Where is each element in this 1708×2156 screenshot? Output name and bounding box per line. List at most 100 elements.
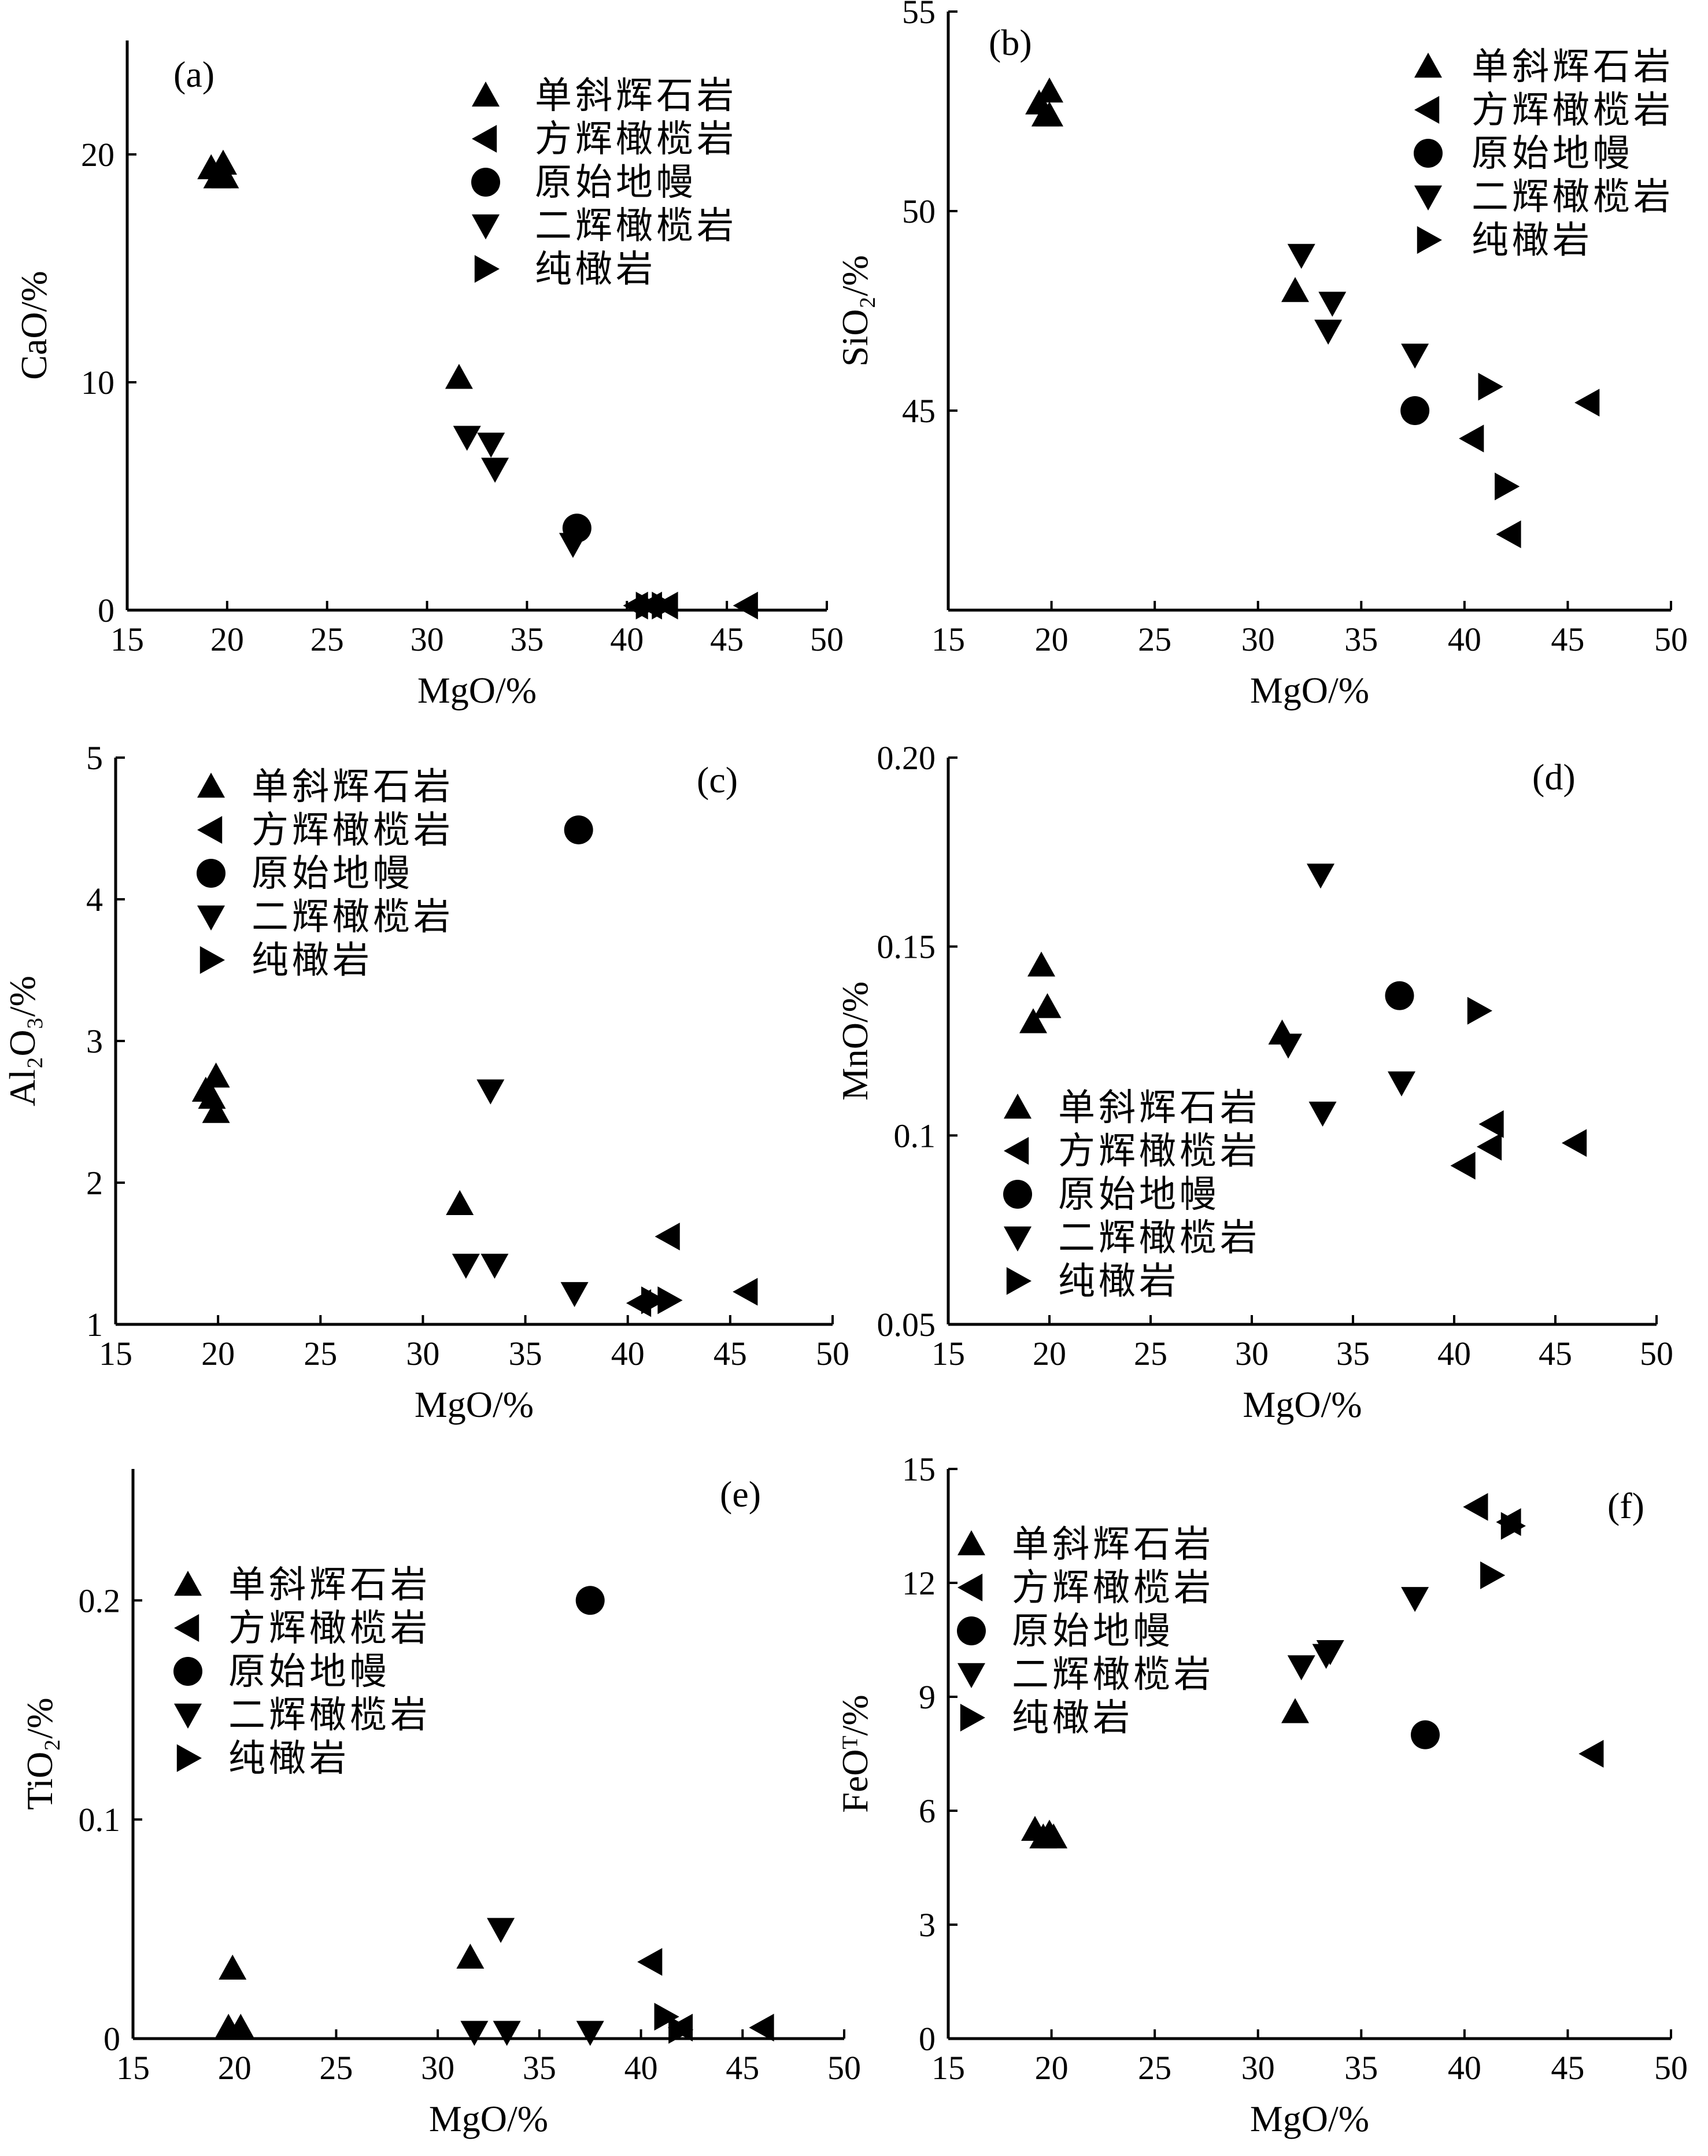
x-tick-label: 35 — [1344, 2049, 1378, 2087]
data-point — [227, 2014, 255, 2039]
legend-label: 纯橄岩 — [1012, 1697, 1133, 1740]
legend-marker — [957, 1574, 983, 1601]
x-tick-label: 45 — [713, 1335, 747, 1372]
panel-label: (b) — [989, 22, 1032, 63]
data-point — [1496, 520, 1521, 548]
data-point — [560, 1282, 589, 1308]
data-series — [453, 426, 587, 558]
data-point — [1388, 1071, 1415, 1097]
panel-a: 15 20 25 30 35 40 45 50 0 10 20 MgO/% CaO/% (a) 单斜辉石岩方… — [13, 40, 844, 711]
data-series — [654, 2003, 694, 2044]
y-axis-title: MnO/% — [834, 981, 875, 1101]
data-series — [635, 592, 677, 620]
legend-label: 二辉橄榄岩 — [252, 896, 454, 939]
legend-label: 二辉橄榄岩 — [228, 1694, 431, 1737]
legend-marker — [1414, 53, 1442, 78]
panel-c: 15 20 25 30 35 40 45 5012345MgO/%Al₂O₃/%(c)单斜辉石… — [2, 739, 849, 1425]
data-point — [1459, 424, 1484, 453]
x-axis-title: MgO/% — [1250, 670, 1369, 711]
x-tick-label: 45 — [726, 2049, 759, 2087]
x-tick-label: 25 — [319, 2049, 353, 2087]
data-point — [452, 1253, 480, 1279]
data-point — [641, 1286, 667, 1315]
data-series — [1287, 1587, 1429, 1681]
legend-marker — [472, 125, 497, 153]
legend-label: 单斜辉石岩 — [228, 1564, 431, 1607]
x-tick-label: 25 — [1138, 2049, 1171, 2087]
y-axis-title: SiO₂/% — [834, 255, 875, 367]
data-point — [487, 1918, 515, 1943]
data-point — [202, 1062, 230, 1088]
legend-label: 方辉橄榄岩 — [1012, 1567, 1214, 1609]
y-tick-label: 12 — [902, 1564, 936, 1602]
legend-marker — [197, 905, 225, 931]
panel-label: (e) — [720, 1474, 761, 1515]
legend-marker — [1003, 1180, 1032, 1209]
legend-label: 二辉橄榄岩 — [1012, 1653, 1214, 1696]
legend-marker — [174, 1571, 202, 1596]
panel-f: 15 20 25 30 35 40 45 50 0 3 6 9 12 15 MgO/% FeOᵀ/% (f) 单斜… — [834, 1450, 1688, 2139]
y-tick-label: 0 — [103, 2020, 120, 2058]
x-tick-label: 15 — [99, 1335, 132, 1372]
x-tick-label: 20 — [1035, 2049, 1069, 2087]
data-point — [654, 2003, 679, 2031]
y-axis-title: CaO/% — [13, 271, 54, 379]
data-point — [1480, 1561, 1506, 1589]
data-point — [1287, 1655, 1315, 1681]
data-series — [191, 1062, 474, 1215]
data-point — [668, 2015, 694, 2044]
data-series — [1450, 1110, 1587, 1180]
y-tick-label: 50 — [902, 193, 936, 230]
x-tick-label: 40 — [1448, 2049, 1481, 2087]
legend-label: 方辉橄榄岩 — [535, 118, 737, 161]
x-tick-label: 20 — [210, 621, 244, 658]
data-point — [1401, 1587, 1429, 1612]
y-tick-label: 5 — [86, 739, 103, 777]
x-tick-label: 50 — [816, 1335, 849, 1372]
panel-label: (c) — [697, 759, 738, 800]
legend-label: 方辉橄榄岩 — [1472, 89, 1674, 132]
x-tick-label: 35 — [510, 621, 544, 658]
data-series — [215, 1943, 485, 2039]
y-axis-title: TiO₂/% — [19, 1697, 60, 1810]
data-point — [635, 592, 661, 620]
data-series — [641, 1286, 683, 1315]
data-point — [1495, 472, 1520, 501]
legend-marker — [197, 816, 223, 844]
y-tick-label: 20 — [81, 136, 114, 173]
data-point — [749, 2014, 774, 2042]
data-point — [1574, 389, 1600, 417]
x-tick-label: 30 — [1241, 2049, 1275, 2087]
x-tick-label: 40 — [610, 621, 644, 658]
data-series — [197, 149, 473, 389]
data-point — [446, 1190, 474, 1215]
data-series — [1025, 77, 1309, 302]
y-tick-label: 0.05 — [877, 1306, 936, 1343]
legend-marker — [1006, 1267, 1032, 1295]
data-point — [733, 592, 758, 620]
x-tick-label: 15 — [110, 621, 144, 658]
data-point — [453, 426, 481, 451]
x-tick-label: 45 — [710, 621, 744, 658]
legend-marker — [1004, 1137, 1029, 1165]
data-series — [1274, 863, 1415, 1127]
legend-marker — [1414, 139, 1443, 168]
x-tick-label: 15 — [931, 1335, 965, 1372]
legend-label: 单斜辉石岩 — [535, 75, 737, 117]
y-tick-label: 4 — [86, 881, 103, 918]
legend-label: 原始地幔 — [1472, 132, 1633, 175]
y-tick-label: 0 — [919, 2020, 936, 2058]
legend-label: 二辉橄榄岩 — [1472, 176, 1674, 219]
x-tick-label: 30 — [1241, 621, 1275, 658]
data-point — [1411, 1720, 1440, 1749]
y-tick-label: 2 — [86, 1164, 103, 1202]
y-tick-label: 0.20 — [877, 739, 936, 777]
legend-label: 原始地幔 — [1058, 1173, 1220, 1216]
data-series — [1385, 981, 1414, 1010]
x-tick-label: 45 — [1551, 2049, 1584, 2087]
data-series — [1021, 1698, 1309, 1849]
